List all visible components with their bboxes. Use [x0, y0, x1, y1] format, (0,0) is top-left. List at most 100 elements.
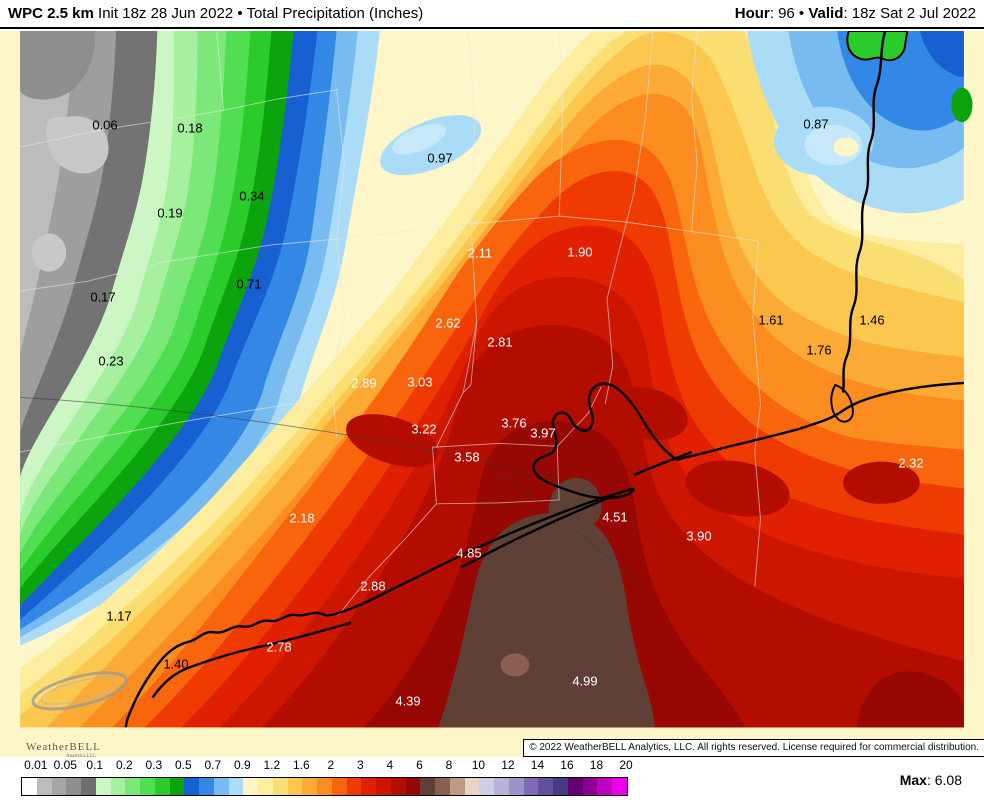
legend-area: 0.01 0.05 0.1 0.2 0.3 0.5 0.7 0.9 1.2 1.6 2 3 4 6 8 10 1…: [0, 757, 984, 808]
colorbar-segment: [449, 778, 465, 795]
max-label: Max: [899, 772, 927, 788]
precip-value-label: 1.40: [163, 656, 189, 672]
contour-map-svg: [20, 31, 973, 728]
colorbar-segment: [508, 778, 524, 795]
colorbar-tick: 16: [560, 758, 574, 772]
precip-value-label: 1.46: [859, 312, 885, 328]
precip-value-label: 0.87: [803, 116, 829, 132]
precip-value-label: 2.88: [360, 578, 386, 594]
colorbar-segment: [169, 778, 185, 795]
colorbar-segment: [523, 778, 539, 795]
colorbar-segment: [213, 778, 229, 795]
colorbar-tick: 3: [357, 758, 364, 772]
model-name: WPC 2.5 km: [8, 5, 94, 22]
colorbar-segment: [331, 778, 347, 795]
precip-value-label: 3.22: [411, 421, 437, 437]
precip-value-label: 2.81: [487, 334, 513, 350]
precip-value-label: 3.90: [686, 528, 712, 544]
colorbar-segment: [51, 778, 67, 795]
colorbar-segment: [243, 778, 258, 795]
precip-value-label: 3.97: [530, 425, 556, 441]
colorbar-tick: 12: [501, 758, 515, 772]
precip-value-label: 3.58: [454, 449, 480, 465]
precipitation-map: 0.06 0.18 0.34 0.19 0.17 0.71 0.23 0.97 0.87 1.61…: [0, 31, 984, 757]
colorbar-segment: [95, 778, 111, 795]
colorbar-segment: [272, 778, 288, 795]
colorbar-tick: 0.05: [53, 758, 77, 772]
colorbar-tick: 0.7: [204, 758, 222, 772]
colorbar-tick: 1.2: [263, 758, 281, 772]
colorbar-segment: [302, 778, 317, 795]
colorbar-segment: [346, 778, 362, 795]
max-value: Max: 6.08: [900, 772, 962, 788]
colorbar-segment: [258, 778, 273, 795]
colorbar-segment: [612, 778, 627, 795]
colorbar-segment: [154, 778, 170, 795]
colorbar-tick: 2: [327, 758, 335, 772]
county-lines: [20, 31, 762, 616]
colon: :: [926, 772, 935, 788]
colorbar-ticks: 0.01 0.05 0.1 0.2 0.3 0.5 0.7 0.9 1.2 1.6 2 3 4 6 8 10 1…: [21, 758, 633, 775]
precip-value-label: 4.39: [395, 693, 421, 709]
hour-value: 96: [778, 5, 795, 22]
colorbar-tick: 18: [589, 758, 604, 772]
colorbar-tick: 4: [386, 758, 394, 772]
precip-value-label: 1.61: [758, 312, 784, 328]
colorbar-tick: 1.6: [293, 758, 310, 772]
precip-value-label: 3.03: [407, 374, 433, 390]
colorbar-tick: 0.9: [233, 758, 251, 772]
precip-value-label: 0.06: [92, 117, 118, 133]
colorbar-segment: [582, 778, 598, 795]
precip-value-label: 1.90: [567, 244, 593, 260]
colorbar-segment: [228, 778, 244, 795]
sabine-lake-outline: [830, 383, 854, 423]
colorbar-tick: 10: [471, 758, 486, 772]
colorbar-segment: [567, 778, 583, 795]
colorbar-segment: [287, 778, 303, 795]
colorbar-tick: 0.5: [174, 758, 192, 772]
title-bar: WPC 2.5 km Init 18z 28 Jun 2022 • Total …: [0, 0, 984, 29]
map-title: WPC 2.5 km Init 18z 28 Jun 2022 • Total …: [0, 5, 423, 22]
colorbar-segment: [553, 778, 568, 795]
precip-value-label: 2.11: [467, 245, 493, 261]
colorbar-tick: 8: [445, 758, 453, 772]
colon: :: [843, 5, 852, 22]
precip-value-label: 4.51: [602, 509, 628, 525]
colorbar-segment: [376, 778, 391, 795]
colorbar-tick: 20: [619, 758, 633, 772]
colorbar-segment: [479, 778, 494, 795]
precip-value-label: 0.97: [427, 150, 453, 166]
precip-value-label: 1.76: [806, 342, 832, 358]
colorbar-segment: [110, 778, 126, 795]
colorbar-segment: [317, 778, 332, 795]
colorbar-segment: [361, 778, 376, 795]
hour-label: Hour: [734, 5, 770, 22]
precip-value-label: 0.18: [177, 120, 203, 136]
coastline: [124, 381, 964, 728]
colorbar-segment: [140, 778, 155, 795]
colorbar-tick: 14: [530, 758, 545, 772]
colorbar-segment: [199, 778, 214, 795]
colorbar-segment: [390, 778, 406, 795]
precip-value-label: 0.71: [236, 276, 262, 292]
precip-value-label: 0.34: [239, 188, 265, 204]
precip-value-label: 2.18: [289, 510, 315, 526]
precip-value-label: 0.23: [98, 353, 124, 369]
colorbar-segment: [538, 778, 553, 795]
colorbar-tick: 0.3: [145, 758, 163, 772]
colorbar-segment: [420, 778, 435, 795]
colorbar-segment: [435, 778, 450, 795]
colon: :: [769, 5, 779, 22]
precip-value-label: 3.76: [501, 415, 527, 431]
colorbar-wrap: [21, 777, 628, 796]
colorbar-segment: [66, 778, 81, 795]
colorbar-tick: 0.01: [24, 758, 48, 772]
colorbar-tick: 0.1: [86, 758, 104, 772]
precip-value-label: 2.62: [435, 315, 461, 331]
colorbar-segment: [81, 778, 96, 795]
init-and-product: Init 18z 28 Jun 2022 • Total Precipitati…: [98, 5, 424, 22]
precip-value-label: 4.85: [456, 545, 482, 561]
valid-label: Valid: [808, 5, 844, 22]
precip-value-label: 4.99: [572, 673, 598, 689]
